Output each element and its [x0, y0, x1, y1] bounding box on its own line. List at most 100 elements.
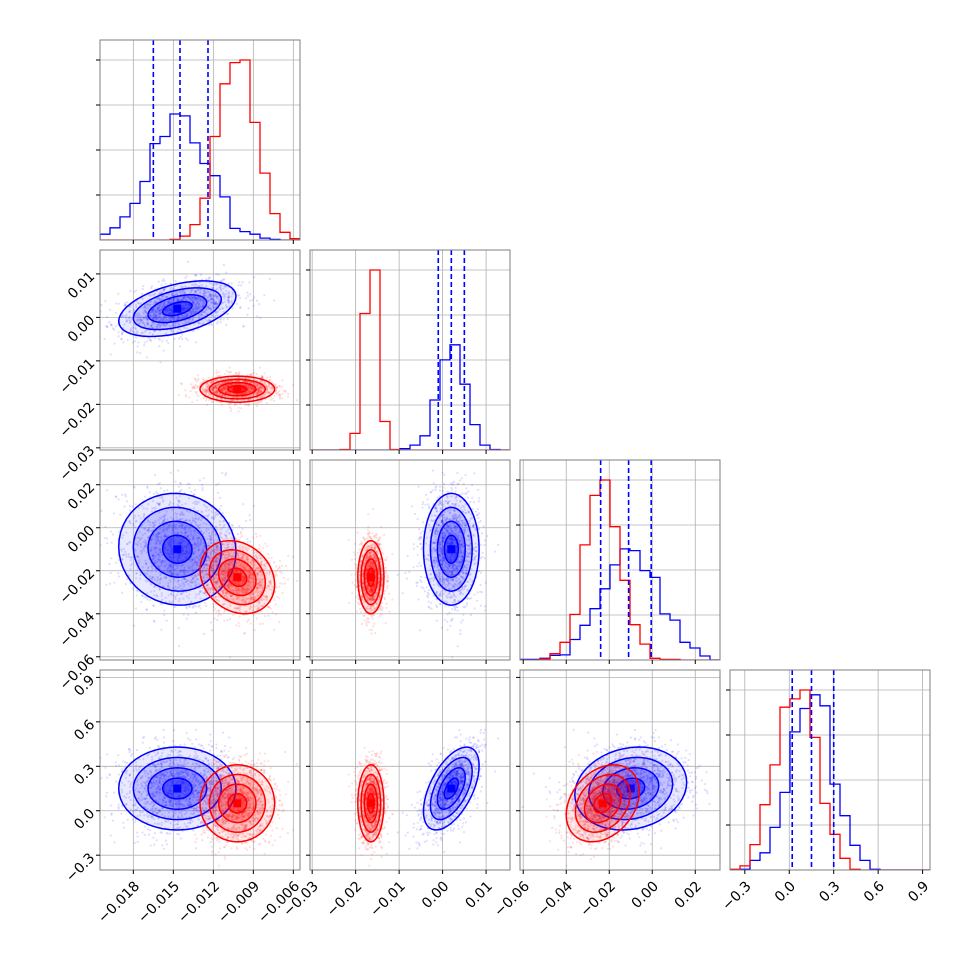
blue-sample-point: [147, 566, 150, 569]
blue-sample-point: [172, 288, 175, 291]
blue-sample-point: [141, 287, 144, 291]
blue-sample-point: [139, 319, 142, 322]
blue-sample-point: [207, 278, 210, 281]
blue-sample-point: [158, 588, 161, 591]
blue-sample-point: [208, 544, 211, 547]
blue-sample-point: [214, 582, 217, 585]
red-sample-point: [274, 391, 277, 394]
blue-sample-point: [193, 530, 196, 533]
blue-sample-point: [202, 522, 205, 525]
blue-sample-point: [190, 313, 193, 316]
blue-sample-point: [189, 526, 192, 529]
blue-sample-point: [123, 323, 126, 326]
blue-sample-point: [141, 321, 144, 324]
blue-sample-point: [171, 556, 175, 559]
blue-sample-point: [242, 503, 245, 506]
blue-sample-point: [152, 329, 156, 333]
blue-sample-point: [197, 536, 200, 540]
blue-sample-point: [133, 340, 137, 343]
blue-sample-point: [184, 299, 187, 302]
blue-sample-point: [135, 332, 138, 335]
blue-sample-point: [127, 555, 130, 559]
blue-sample-point: [178, 560, 181, 563]
blue-sample-point: [225, 569, 228, 572]
blue-sample-point: [202, 322, 205, 325]
panel-frame: [309, 249, 511, 451]
red-sample-point: [245, 384, 249, 387]
blue-sample-point: [194, 581, 197, 584]
blue-sample-point: [146, 529, 149, 532]
blue-sample-point: [174, 525, 177, 528]
blue-sample-point: [158, 298, 161, 301]
blue-sample-point: [176, 531, 179, 534]
blue-sample-point: [228, 295, 231, 298]
blue-sample-point: [191, 302, 195, 305]
red-sample-point: [211, 387, 214, 390]
blue-sample-point: [255, 299, 259, 302]
red-sample-point: [212, 395, 215, 398]
blue-sample-point: [165, 310, 168, 314]
blue-sample-point: [197, 298, 200, 301]
blue-sample-point: [159, 324, 162, 327]
blue-sample-point: [192, 308, 195, 311]
red-sample-point: [190, 383, 193, 386]
red-sample-point: [227, 371, 230, 374]
blue-sample-point: [198, 292, 201, 295]
blue-sample-point: [188, 566, 191, 569]
blue-sample-point: [199, 553, 203, 556]
blue-sample-point: [158, 306, 161, 309]
red-sample-point: [263, 382, 267, 385]
blue-sample-point: [138, 531, 141, 534]
blue-sample-point: [188, 483, 191, 486]
blue-sample-point: [167, 571, 170, 574]
blue-sample-point: [219, 307, 222, 310]
red-sample-point: [281, 582, 284, 586]
red-sample-point: [219, 374, 222, 377]
blue-sample-point: [231, 307, 234, 310]
red-sample-point: [216, 551, 219, 554]
blue-sample-point: [226, 619, 229, 622]
red-sample-point: [241, 395, 244, 399]
blue-sample-point: [108, 562, 111, 566]
blue-sample-point: [148, 529, 151, 532]
red-sample-point: [215, 389, 218, 392]
blue-sample-point: [170, 569, 173, 572]
blue-sample-point: [171, 305, 174, 308]
blue-sample-point: [146, 303, 149, 306]
blue-sample-point: [207, 306, 210, 309]
red-sample-point: [229, 392, 232, 395]
blue-sample-point: [188, 296, 191, 299]
blue-sample-point: [155, 325, 158, 328]
blue-sample-point: [195, 274, 198, 277]
blue-sample-point: [167, 300, 170, 303]
blue-sample-point: [205, 604, 208, 607]
blue-sample-point: [223, 284, 226, 287]
blue-sample-point: [180, 330, 183, 333]
blue-sample-point: [153, 322, 156, 325]
blue-sample-point: [239, 307, 242, 310]
red-sample-point: [214, 391, 217, 394]
red-sample-point: [233, 404, 237, 407]
red-sample-point: [280, 385, 283, 388]
blue-sample-point: [144, 315, 148, 318]
red-sample-point: [239, 530, 243, 534]
blue-sample-point: [169, 570, 172, 574]
red-sample-point: [257, 582, 260, 585]
blue-sample-point: [184, 528, 187, 531]
red-sample-point: [226, 391, 229, 394]
red-sample-point: [222, 553, 225, 556]
blue-sample-point: [206, 537, 209, 541]
red-sample-point: [211, 386, 214, 389]
red-sample-point: [227, 398, 230, 402]
blue-sample-point: [215, 283, 219, 286]
blue-sample-point: [173, 337, 176, 340]
blue-sample-point: [176, 503, 179, 506]
blue-sample-point: [128, 520, 131, 524]
red-sample-point: [256, 385, 259, 388]
red-sample-point: [244, 601, 248, 604]
blue-sample-point: [136, 544, 139, 547]
red-sample-point: [222, 569, 225, 572]
red-sample-point: [253, 563, 256, 566]
red-sample-point: [214, 560, 217, 564]
blue-sample-point: [210, 516, 213, 519]
